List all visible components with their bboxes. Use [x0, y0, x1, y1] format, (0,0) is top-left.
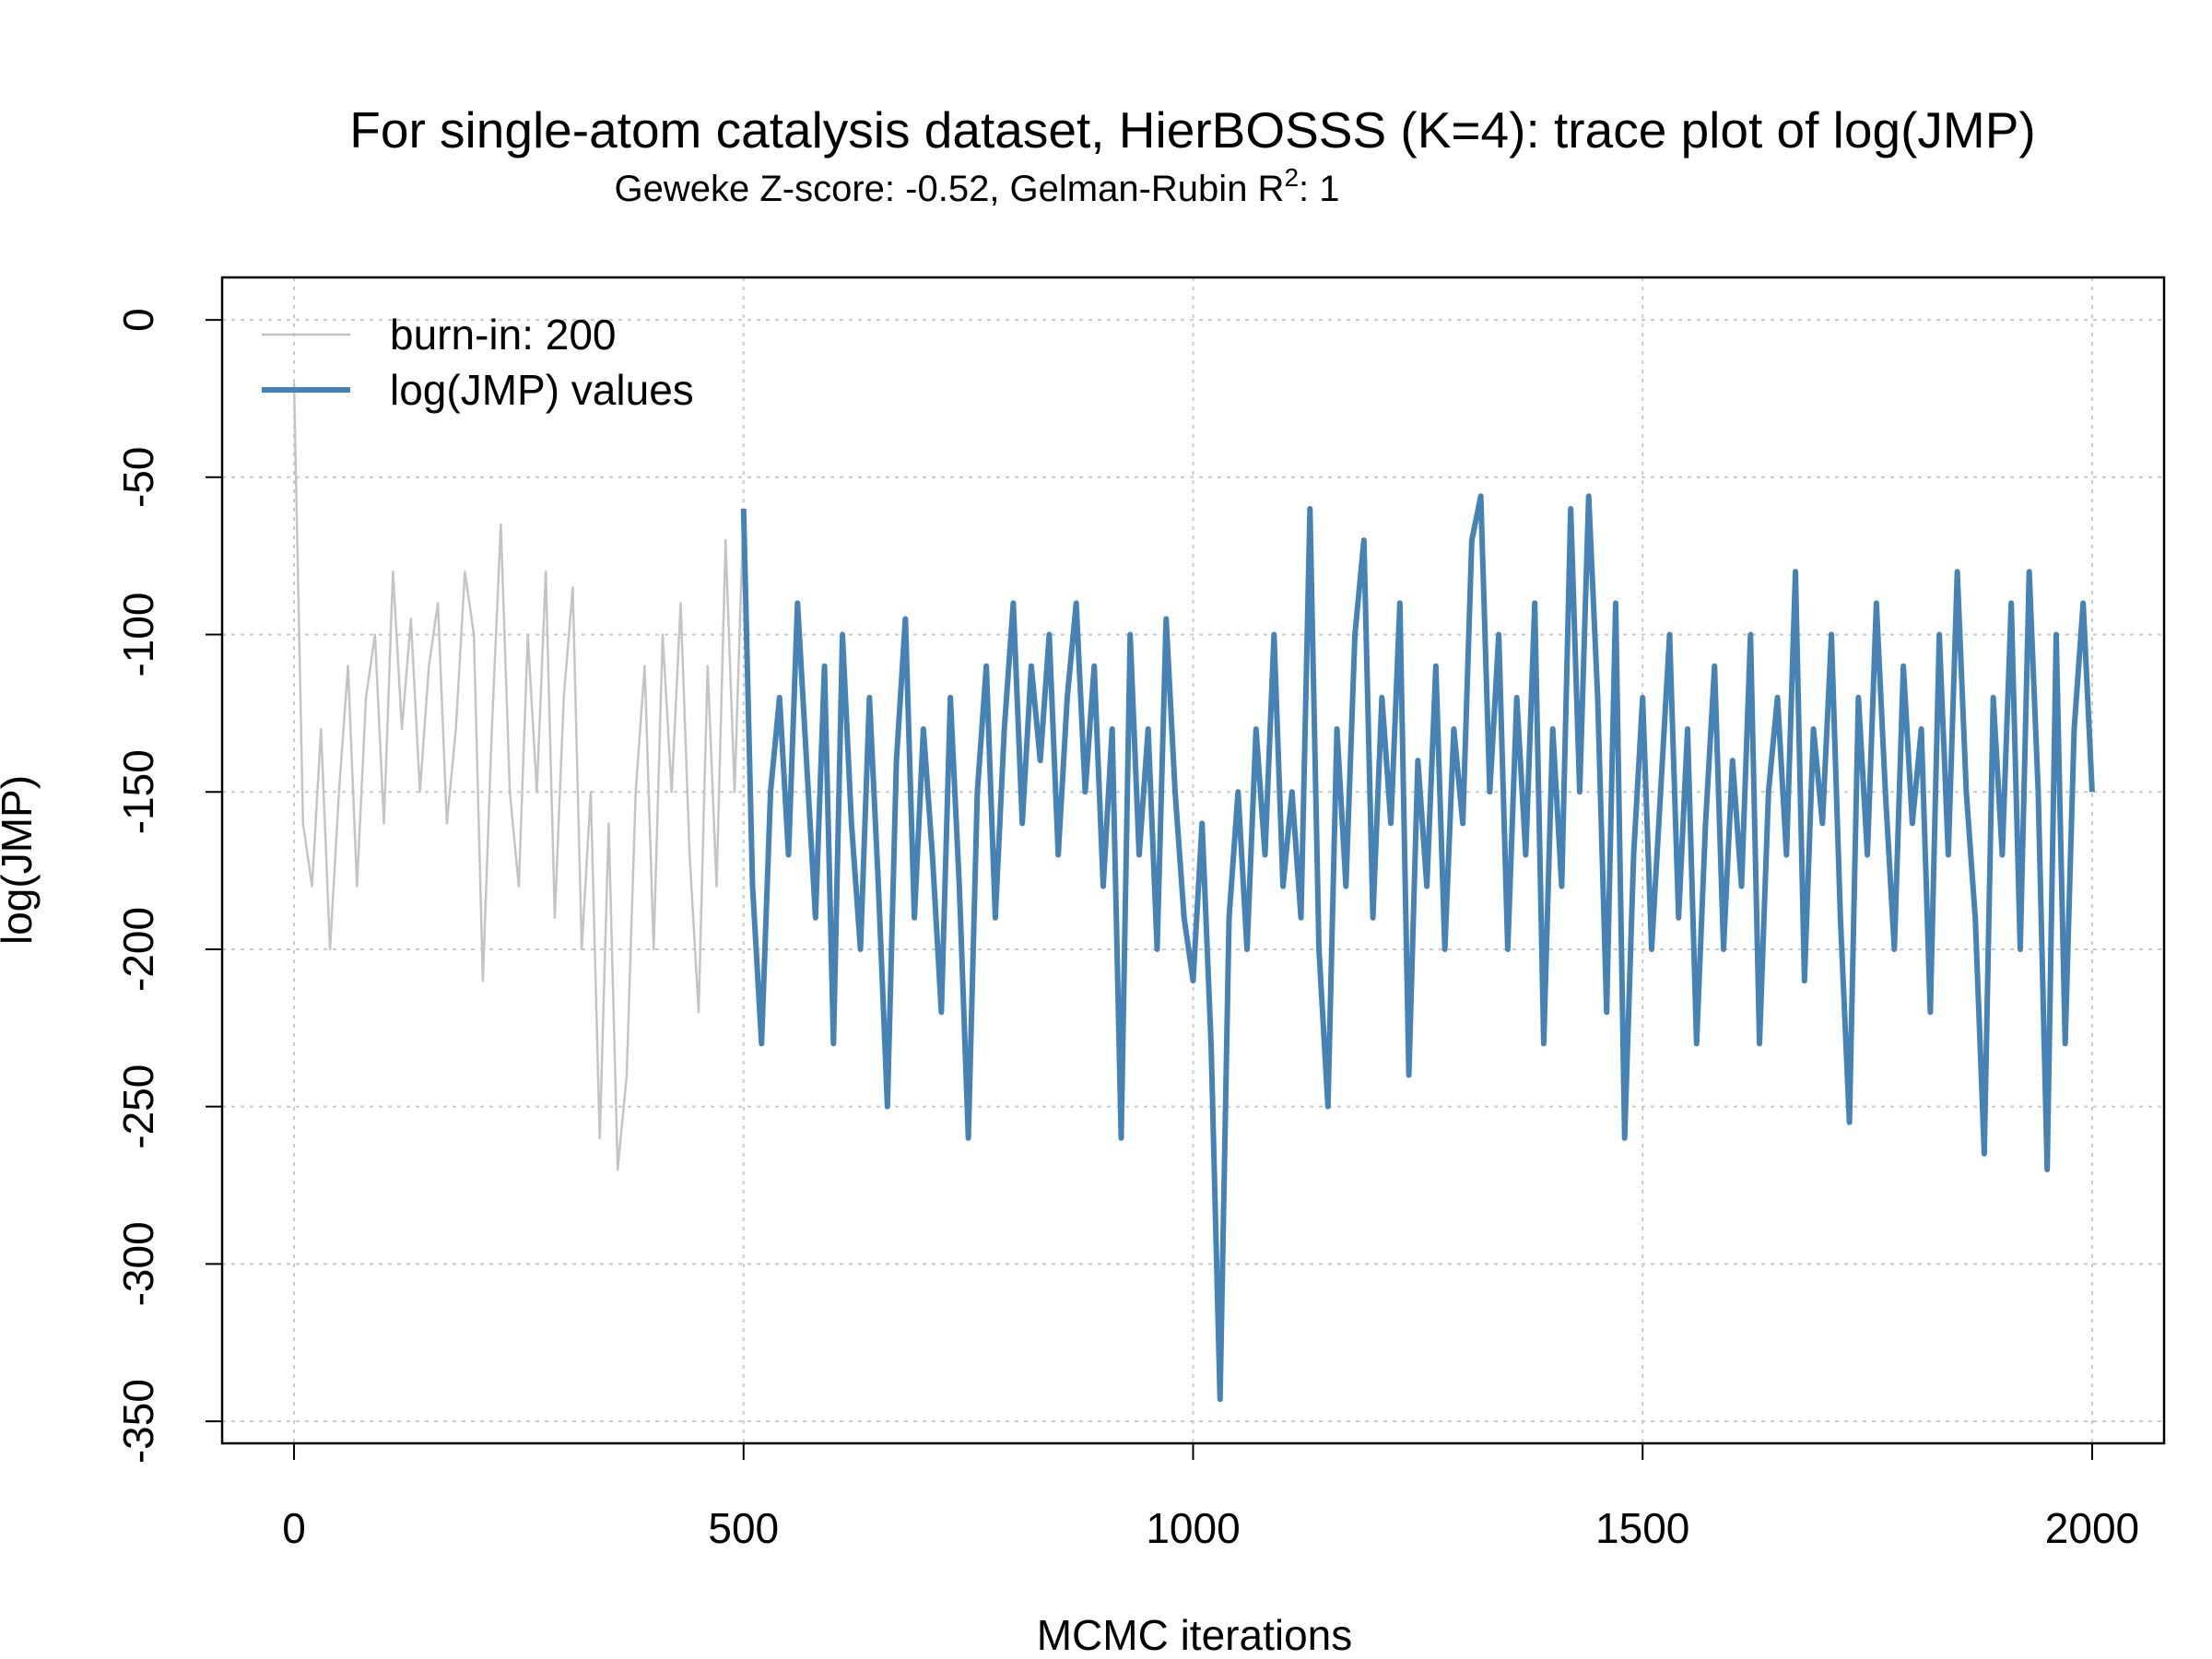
y-tick-label: -250	[114, 1065, 162, 1149]
x-tick-label: 1000	[1146, 1504, 1240, 1552]
trace-line	[292, 382, 746, 1171]
x-tick-label: 2000	[2045, 1504, 2139, 1552]
plot-frame	[220, 276, 2166, 1445]
legend-label: log(JMP) values	[390, 366, 694, 414]
y-tick-label: -50	[114, 447, 162, 508]
x-tick-label: 500	[708, 1504, 779, 1552]
y-tick-label: -350	[114, 1379, 162, 1464]
subtitle-superscript: 2	[1284, 163, 1299, 192]
y-axis-label: log(JMP)	[0, 775, 41, 945]
x-tick-label: 1500	[1595, 1504, 1689, 1552]
y-tick-label: -200	[114, 907, 162, 992]
chart-title: For single-atom catalysis dataset, HierB…	[349, 101, 2035, 159]
y-tick-label: -150	[114, 749, 162, 834]
trace-line	[740, 493, 2095, 1403]
x-axis-label: MCMC iterations	[1037, 1611, 1353, 1659]
legend-label: burn-in: 200	[390, 311, 617, 359]
subtitle-text: : 1	[1299, 169, 1339, 209]
y-tick-label: -300	[114, 1221, 162, 1306]
chart-subtitle: Geweke Z-score: -0.52, Gelman-Rubin R2: …	[615, 163, 1340, 209]
subtitle-text: Geweke Z-score: -0.52, Gelman-Rubin R	[615, 169, 1285, 209]
y-tick-label: -100	[114, 592, 162, 677]
x-tick-label: 0	[282, 1504, 306, 1552]
y-tick-label: 0	[114, 308, 162, 332]
